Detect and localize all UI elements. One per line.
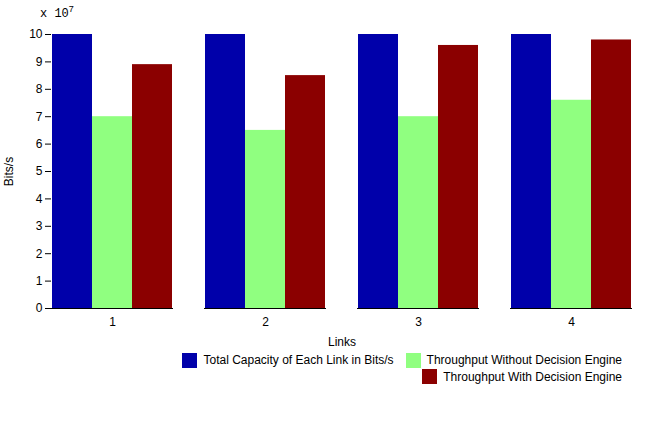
svg-text:4: 4 — [568, 315, 575, 329]
svg-text:1: 1 — [109, 315, 116, 329]
svg-text:5: 5 — [36, 164, 43, 178]
svg-text:Bits/s: Bits/s — [2, 157, 16, 186]
svg-text:2: 2 — [36, 247, 43, 261]
svg-text:10: 10 — [29, 27, 43, 41]
html-text:Throughput With Decision Engin: Throughput With Decision Engine — [443, 369, 622, 384]
svg-text:8: 8 — [36, 82, 43, 96]
svg-text:2: 2 — [262, 315, 269, 329]
html-text:x 10: x 10 — [40, 7, 69, 21]
svg-text:1: 1 — [36, 274, 43, 288]
html-text:Throughput Without Decision En: Throughput Without Decision Engine — [426, 353, 622, 368]
svg-text:0: 0 — [36, 301, 43, 315]
svg-text:7: 7 — [36, 110, 43, 124]
svg-text:3: 3 — [36, 219, 43, 233]
html-text:Total Capacity of Each Link in: Total Capacity of Each Link in Bits/s — [203, 353, 394, 368]
svg-text:4: 4 — [36, 192, 43, 206]
html-text:7: 7 — [68, 4, 74, 14]
svg-text:9: 9 — [36, 55, 43, 69]
svg-text:Links: Links — [328, 335, 356, 349]
svg-text:6: 6 — [36, 137, 43, 151]
svg-text:3: 3 — [415, 315, 422, 329]
